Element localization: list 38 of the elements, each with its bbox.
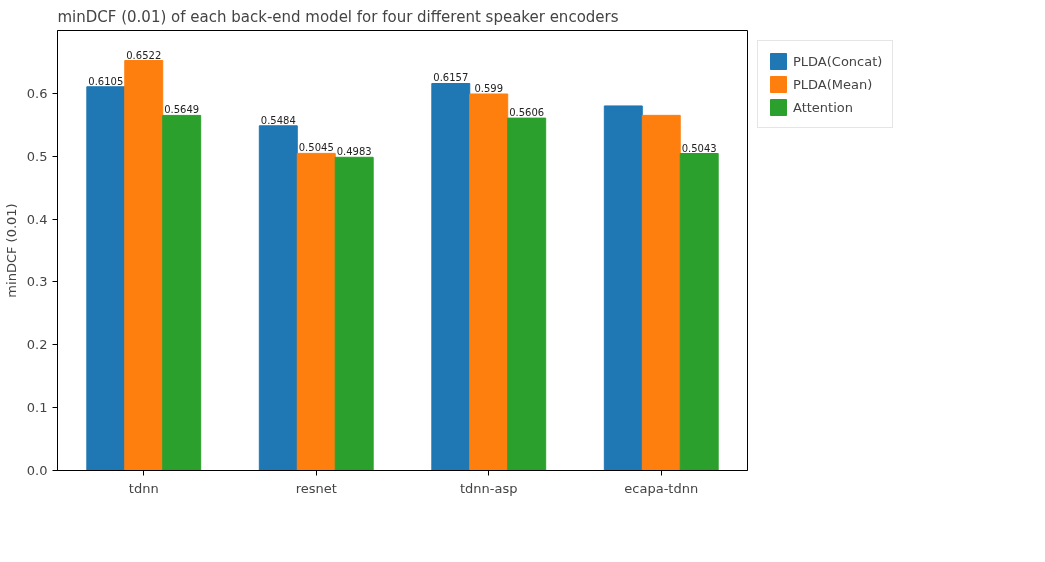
bar [296, 152, 336, 471]
x-tick-label: resnet [295, 480, 337, 496]
data-label: 0.4983 [336, 146, 372, 158]
data-label: 0.6105 [88, 75, 124, 87]
bar [469, 93, 509, 471]
data-label: 0.5606 [509, 107, 545, 119]
legend-label: PLDA(Mean) [793, 76, 873, 92]
bar [431, 82, 471, 471]
bar [258, 125, 298, 471]
y-tick-label: 0.4 [26, 211, 48, 227]
y-tick-label: 0.2 [26, 337, 48, 353]
bar [679, 153, 719, 471]
y-tick-label: 0.3 [26, 274, 48, 290]
bar [162, 114, 202, 471]
data-label: 0.5045 [298, 142, 334, 154]
bar [86, 86, 126, 471]
data-label: 0.599 [474, 82, 504, 94]
data-label: 0.5649 [164, 104, 200, 116]
x-tick-label: ecapa-tdnn [624, 480, 699, 496]
bar [641, 114, 681, 471]
legend-label: Attention [793, 99, 853, 115]
bar [507, 117, 547, 471]
bar [124, 60, 164, 471]
bar [603, 105, 643, 471]
y-axis-title: minDCF (0.01) [3, 203, 19, 298]
y-tick-label: 0.1 [26, 400, 48, 416]
bar [334, 156, 374, 471]
legend-label: PLDA(Concat) [793, 53, 883, 69]
chart-title: minDCF (0.01) of each back-end model for four different speaker encoders [57, 7, 619, 26]
y-tick-label: 0.5 [26, 148, 48, 164]
data-label: 0.5484 [260, 114, 296, 126]
data-label: 0.6157 [433, 72, 469, 84]
y-tick-label: 0.6 [26, 85, 48, 101]
y-tick-label: 0.0 [26, 463, 48, 478]
data-label: 0.5043 [681, 142, 717, 154]
x-tick-label: tdnn [128, 480, 159, 496]
data-label: 0.6522 [126, 49, 162, 61]
x-tick-label: tdnn-asp [460, 480, 518, 496]
